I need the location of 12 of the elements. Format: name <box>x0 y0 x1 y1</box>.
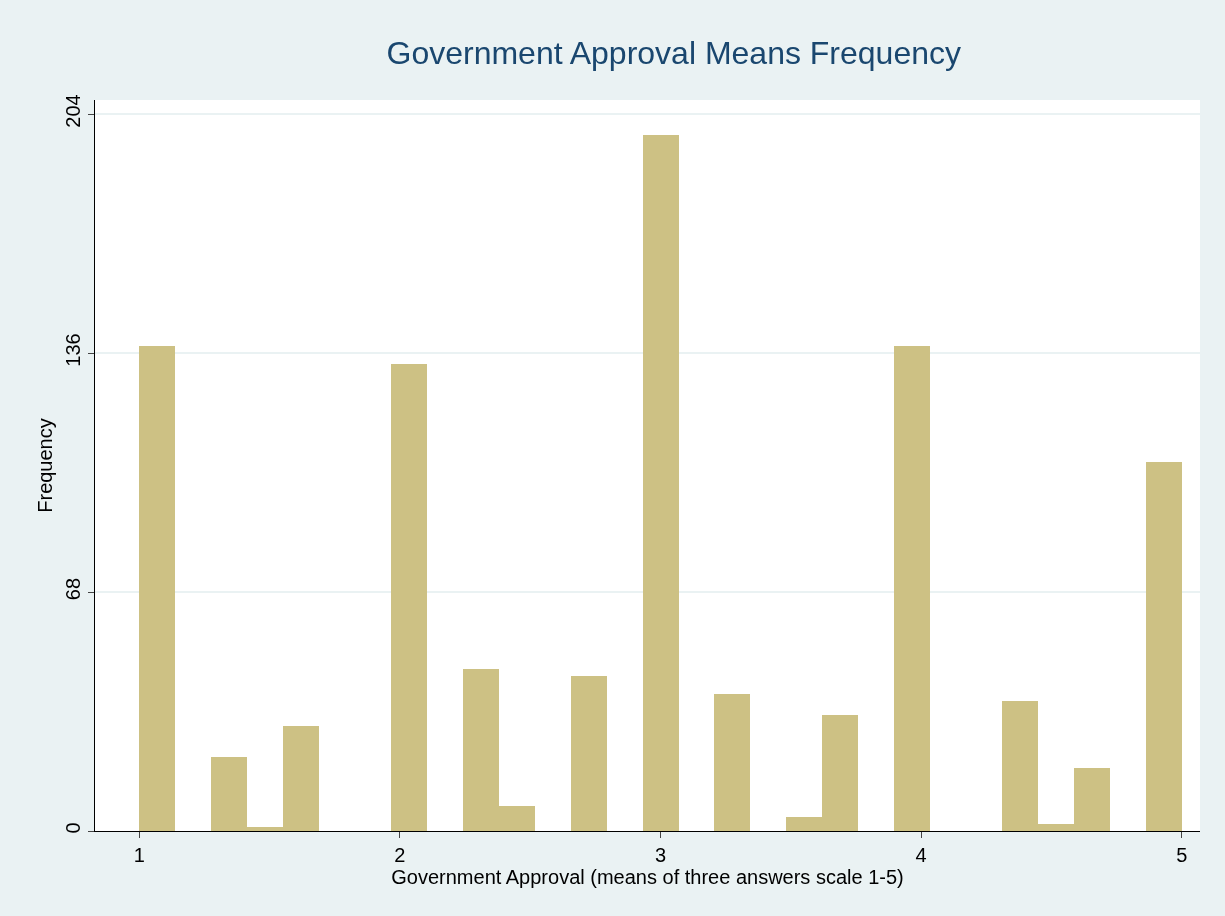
y-axis-title: Frequency <box>33 418 56 513</box>
y-tick-label: 136 <box>62 333 84 367</box>
x-axis-title: Government Approval (means of three answers scale 1-5) <box>391 866 904 888</box>
chart-title: Government Approval Means Frequency <box>386 34 962 71</box>
y-tick-label: 204 <box>62 94 84 128</box>
x-tick-label: 5 <box>1176 844 1188 866</box>
x-tick-label: 2 <box>394 844 406 866</box>
x-tick-label: 3 <box>654 844 667 866</box>
y-tick-label: 68 <box>62 577 84 601</box>
y-tick-label: 0 <box>62 822 84 834</box>
x-tick-label: 1 <box>133 844 145 866</box>
x-tick-label: 4 <box>915 844 927 866</box>
